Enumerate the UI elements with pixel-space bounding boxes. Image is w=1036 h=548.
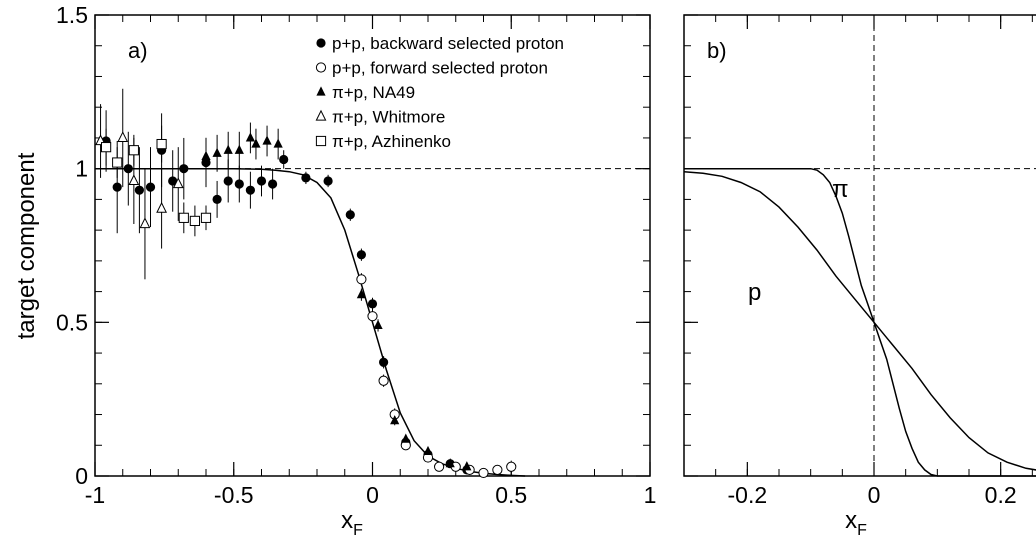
legend-label: π+p, Whitmore	[332, 108, 445, 127]
data-point	[301, 173, 311, 183]
data-point	[201, 150, 211, 160]
legend: p+p, backward selected proton p+p, forwar…	[315, 34, 564, 151]
data-point	[390, 415, 400, 425]
x-tick-label: 0.2	[985, 482, 1017, 508]
panel-b-label: b)	[707, 38, 727, 63]
data-point	[423, 445, 433, 456]
data-point	[323, 176, 333, 186]
data-point	[128, 174, 140, 186]
data-point	[356, 250, 366, 260]
y-tick-label: 0	[75, 463, 88, 489]
legend-label: p+p, backward selected proton	[332, 34, 564, 53]
data-point	[123, 164, 133, 174]
legend-label: p+p, forward selected proton	[332, 59, 548, 78]
x-tick-label: 0.5	[495, 482, 527, 508]
data-point	[373, 319, 383, 330]
data-point	[128, 145, 139, 156]
data-point	[156, 201, 168, 213]
series-0	[101, 110, 472, 475]
data-point	[178, 212, 189, 223]
x-tick-label: -1	[85, 482, 105, 508]
data-point	[245, 132, 255, 142]
data-point	[134, 185, 144, 195]
y-tick-label: 0.5	[56, 309, 88, 335]
data-point	[212, 147, 222, 157]
panel-b-frame	[683, 14, 1036, 477]
x-tick-label: 0	[366, 482, 379, 508]
data-point	[378, 375, 389, 386]
data-point	[356, 274, 367, 285]
data-point	[345, 210, 355, 220]
series-3	[95, 88, 184, 280]
data-point	[200, 212, 212, 223]
x-axis-title-b: xF	[845, 507, 867, 539]
data-point	[445, 458, 455, 468]
data-point	[112, 182, 122, 192]
data-point	[251, 138, 261, 148]
data-point	[245, 185, 255, 195]
data-point	[234, 144, 244, 154]
x-tick-label: -0.5	[214, 482, 254, 508]
data-point	[168, 176, 178, 186]
legend-label: π+p, Azhinenko	[332, 132, 451, 151]
legend-marker	[315, 62, 327, 73]
x-tick-label: 1	[644, 482, 657, 508]
data-point	[234, 179, 244, 189]
legend-marker	[316, 38, 326, 48]
y-axis-title: target component	[13, 152, 40, 339]
panel-b: -0.2 0 0.2 b) p π	[683, 14, 1036, 508]
curve-pi	[684, 167, 1036, 477]
data-point	[506, 461, 517, 472]
data-point	[101, 142, 112, 153]
data-point	[268, 179, 278, 189]
data-point	[462, 461, 472, 471]
x-tick-label: -0.2	[728, 482, 768, 508]
data-point	[434, 461, 445, 472]
curve-label-p: p	[748, 279, 761, 306]
data-point	[139, 217, 151, 229]
data-point	[117, 131, 129, 143]
data-point	[156, 138, 167, 150]
data-point	[256, 176, 267, 186]
fit-curve	[95, 167, 526, 477]
data-point	[379, 357, 389, 367]
y-tick-label: 1	[75, 156, 88, 182]
data-point	[262, 135, 272, 145]
data-point	[189, 215, 201, 227]
data-point	[279, 154, 289, 165]
data-point	[367, 299, 378, 309]
legend-label: π+p, NA49	[332, 83, 415, 102]
panel-a-label: a)	[128, 38, 148, 63]
data-point	[112, 157, 123, 168]
legend-marker	[316, 86, 326, 96]
data-point	[492, 464, 503, 475]
data-point	[478, 467, 489, 479]
data-point	[273, 138, 283, 148]
x-axis-title-a: xF	[341, 507, 363, 539]
data-point	[212, 194, 222, 204]
y-tick-label: 1.5	[56, 2, 88, 28]
panel-a: -1 -0.5 0 0.5 1 0 0.5 1 1.5 a) p+p, backward sel…	[56, 2, 656, 508]
data-point	[179, 164, 189, 174]
data-point	[367, 311, 378, 322]
curve-p	[683, 170, 1036, 471]
legend-marker	[315, 135, 327, 147]
legend-marker	[315, 109, 327, 121]
data-point	[401, 433, 411, 443]
data-point	[223, 176, 233, 186]
series-2	[201, 122, 472, 471]
data-point	[223, 144, 233, 154]
x-tick-label: 0	[868, 482, 881, 508]
series-4	[101, 125, 212, 237]
curve-label-pi: π	[832, 176, 849, 203]
data-point	[145, 182, 156, 192]
data-point	[356, 289, 366, 299]
series-1	[356, 273, 517, 479]
data-point	[172, 177, 184, 189]
